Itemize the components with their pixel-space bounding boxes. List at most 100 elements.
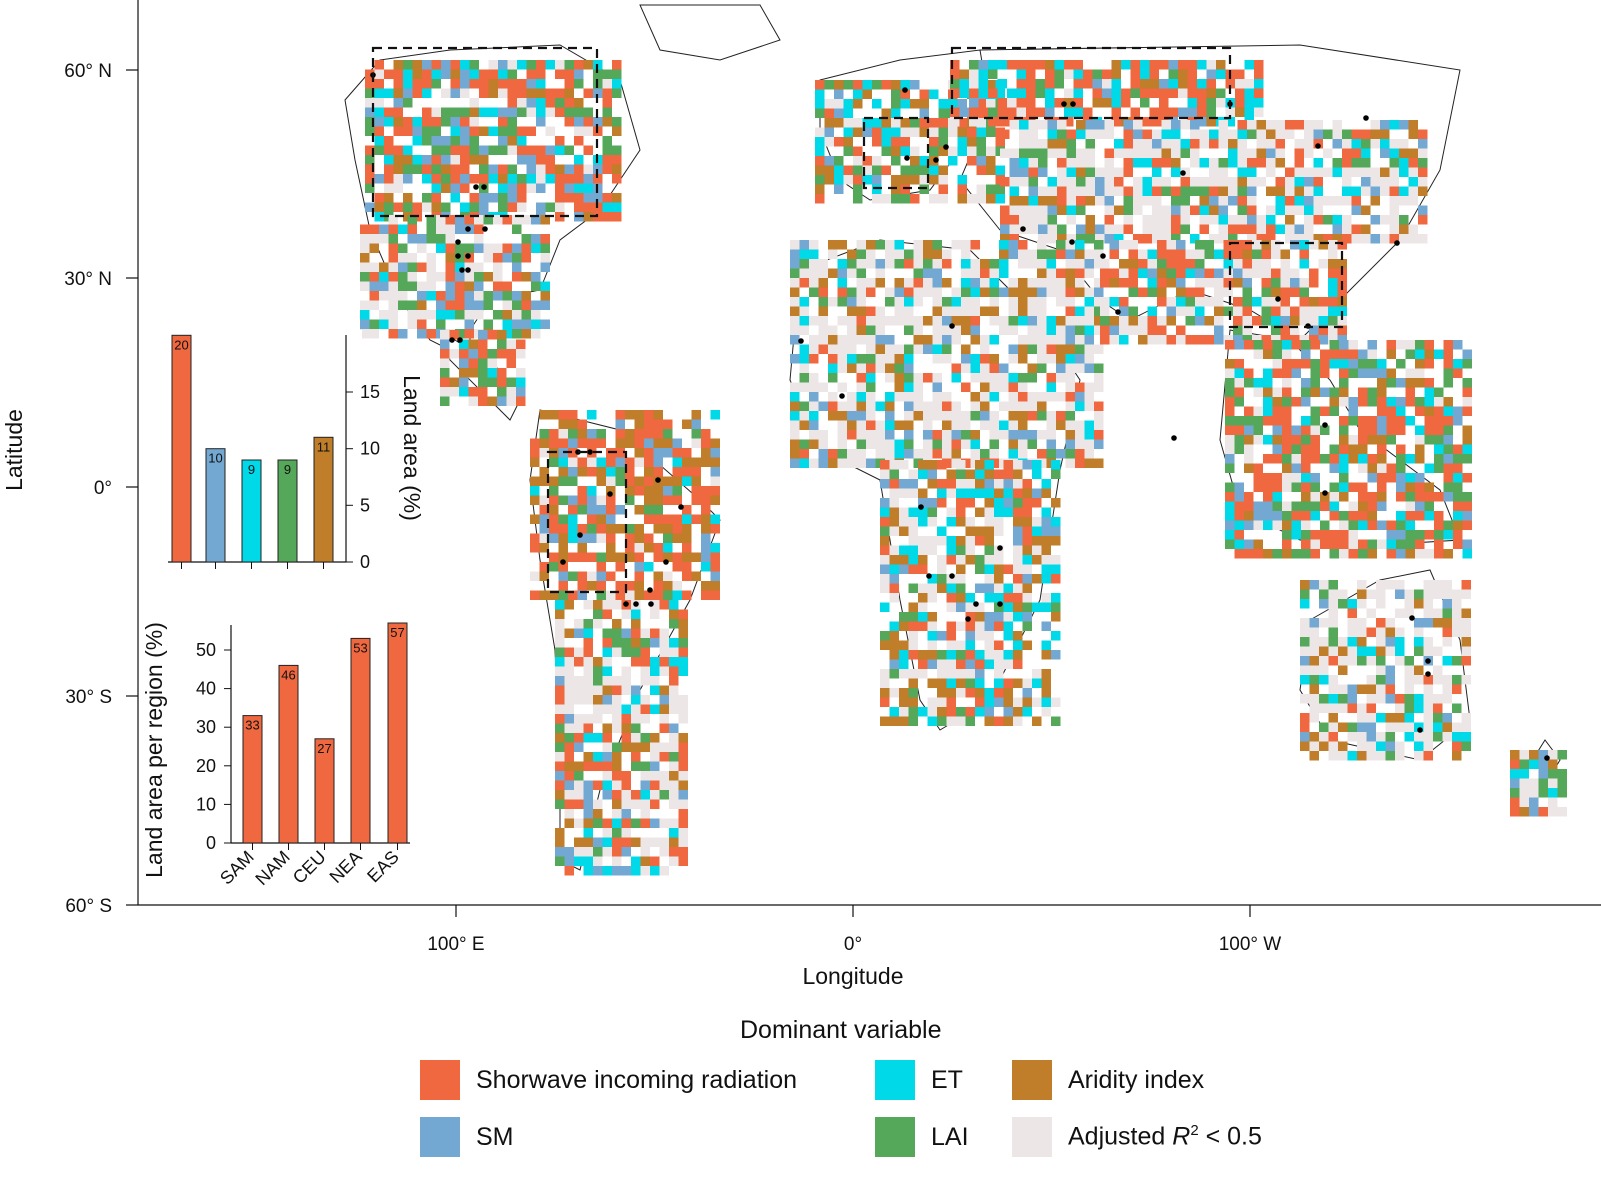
grid-cell xyxy=(1092,79,1102,89)
grid-cell xyxy=(564,107,574,117)
grid-cell xyxy=(961,363,971,373)
grid-cell xyxy=(1299,240,1309,250)
grid-cell xyxy=(1253,340,1263,350)
grid-cell xyxy=(1310,425,1320,435)
grid-cell xyxy=(650,856,660,866)
grid-cell xyxy=(596,562,606,572)
grid-cell xyxy=(564,628,574,638)
grid-cell xyxy=(436,243,446,253)
grid-cell xyxy=(1291,501,1301,511)
grid-cell xyxy=(837,363,847,373)
grid-cell xyxy=(1051,526,1061,536)
grid-cell xyxy=(360,253,370,263)
grid-cell xyxy=(989,458,999,468)
grid-cell xyxy=(1358,349,1368,359)
grid-cell xyxy=(549,495,559,505)
grid-cell xyxy=(1016,79,1026,89)
grid-cell xyxy=(555,647,565,657)
grid-cell xyxy=(659,723,669,733)
grid-cell xyxy=(1084,392,1094,402)
grid-cell xyxy=(999,420,1009,430)
grid-cell xyxy=(980,420,990,430)
grid-cells xyxy=(360,60,1567,876)
grid-cell xyxy=(564,60,574,70)
grid-cell xyxy=(669,828,679,838)
grid-cell xyxy=(468,358,478,368)
grid-cell xyxy=(1218,129,1228,139)
grid-cell xyxy=(980,401,990,411)
grid-cell xyxy=(1180,215,1190,225)
grid-cell xyxy=(1256,129,1266,139)
grid-cell xyxy=(445,215,455,225)
grid-cell xyxy=(436,300,446,310)
grid-cell xyxy=(1415,444,1425,454)
grid-cell xyxy=(969,107,979,117)
grid-cell xyxy=(1214,306,1224,316)
grid-cell xyxy=(1075,306,1085,316)
grid-cell xyxy=(1075,401,1085,411)
grid-cell xyxy=(1418,158,1428,168)
grid-cell xyxy=(1218,224,1228,234)
grid-cell xyxy=(866,420,876,430)
grid-cell xyxy=(710,543,720,553)
station-dot xyxy=(1425,671,1431,677)
grid-cell xyxy=(517,136,527,146)
grid-cell xyxy=(493,262,503,272)
grid-cell xyxy=(1404,703,1414,713)
grid-cell xyxy=(1009,215,1019,225)
grid-cell xyxy=(669,695,679,705)
grid-cell xyxy=(837,420,847,430)
grid-cell xyxy=(1386,435,1396,445)
legend-label-lai: LAI xyxy=(931,1122,969,1151)
grid-cell xyxy=(1443,444,1453,454)
grid-cell xyxy=(691,438,701,448)
grid-cell xyxy=(809,420,819,430)
grid-cell xyxy=(1142,196,1152,206)
grid-cell xyxy=(1009,177,1019,187)
grid-cell xyxy=(669,780,679,790)
grid-cell xyxy=(1013,545,1023,555)
grid-cell xyxy=(1358,359,1368,369)
grid-cell xyxy=(1013,583,1023,593)
grid-cell xyxy=(1529,778,1539,788)
grid-cell xyxy=(650,866,660,876)
grid-cell xyxy=(487,377,497,387)
grid-cell xyxy=(1291,520,1301,530)
grid-cell xyxy=(1299,287,1309,297)
grid-cell xyxy=(1351,139,1361,149)
grid-cell xyxy=(961,411,971,421)
grid-cell xyxy=(1361,177,1371,187)
grid-cell xyxy=(1366,751,1376,761)
grid-cell xyxy=(853,127,863,137)
grid-cell xyxy=(1065,297,1075,307)
grid-cell xyxy=(1254,88,1264,98)
grid-cell xyxy=(1376,599,1386,609)
grid-cell xyxy=(929,89,939,99)
grid-cell xyxy=(663,514,673,524)
grid-cell xyxy=(644,429,654,439)
grid-cell xyxy=(847,316,857,326)
grid-cell xyxy=(1022,488,1032,498)
grid-cell xyxy=(634,448,644,458)
grid-cell xyxy=(631,761,641,771)
grid-cell xyxy=(891,127,901,137)
grid-cell xyxy=(1338,722,1348,732)
grid-cell xyxy=(1461,675,1471,685)
grid-cell xyxy=(583,193,593,203)
grid-cell xyxy=(969,98,979,108)
grid-cell xyxy=(932,240,942,250)
grid-cell xyxy=(558,419,568,429)
grid-cell xyxy=(1225,425,1235,435)
grid-cell xyxy=(1263,482,1273,492)
grid-cell xyxy=(1166,306,1176,316)
grid-cell xyxy=(663,419,673,429)
grid-cell xyxy=(975,564,985,574)
grid-cell xyxy=(1366,741,1376,751)
inset-top-ytick-label: 10 xyxy=(360,439,380,459)
grid-cell xyxy=(1433,722,1443,732)
grid-cell xyxy=(938,165,948,175)
grid-cell xyxy=(555,695,565,705)
grid-cell xyxy=(1166,335,1176,345)
grid-cell xyxy=(790,458,800,468)
grid-cell xyxy=(1361,186,1371,196)
